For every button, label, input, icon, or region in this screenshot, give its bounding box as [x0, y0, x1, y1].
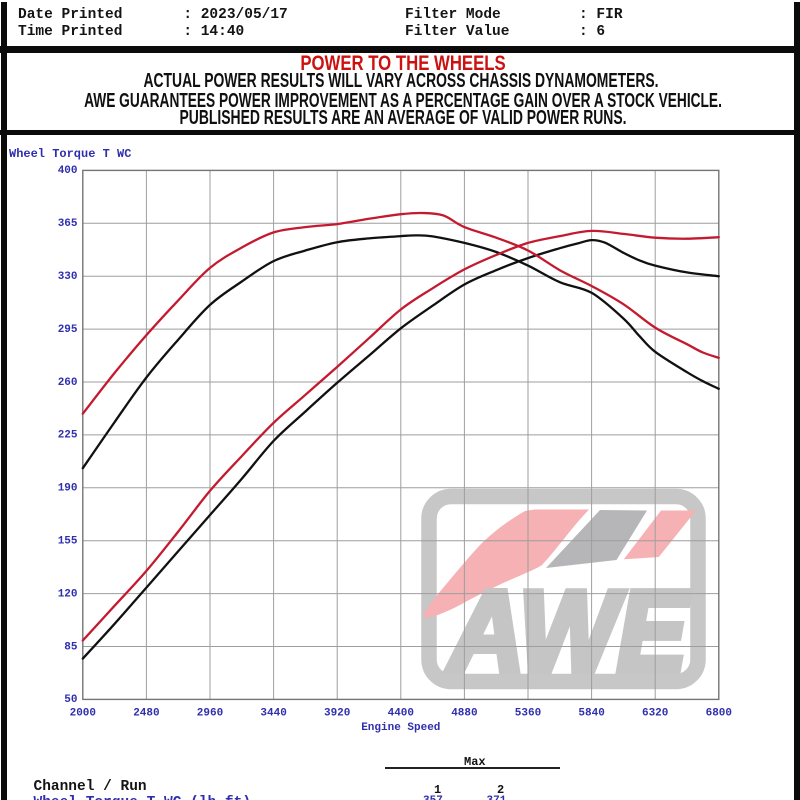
svg-text:5840: 5840 [578, 708, 604, 720]
svg-text:260: 260 [58, 377, 78, 389]
svg-text:AWE: AWE [446, 568, 690, 696]
svg-text:295: 295 [58, 324, 78, 336]
svg-text:50: 50 [64, 694, 77, 706]
svg-text:4400: 4400 [388, 708, 414, 720]
svg-text:4880: 4880 [451, 708, 477, 720]
svg-text:Wheel Torque T WC: Wheel Torque T WC [9, 147, 131, 161]
svg-text:2480: 2480 [133, 708, 159, 720]
svg-text:85: 85 [64, 641, 78, 653]
svg-text:2000: 2000 [70, 708, 96, 720]
svg-text:120: 120 [58, 588, 78, 600]
svg-text:5360: 5360 [515, 708, 541, 720]
svg-text:365: 365 [58, 218, 78, 230]
svg-text:190: 190 [58, 483, 78, 495]
svg-text:6320: 6320 [642, 708, 668, 720]
svg-text:3920: 3920 [324, 708, 350, 720]
svg-text:225: 225 [58, 430, 78, 442]
svg-text:155: 155 [58, 536, 78, 548]
svg-text:400: 400 [58, 165, 78, 177]
svg-text:330: 330 [58, 271, 78, 283]
svg-text:6800: 6800 [706, 708, 732, 720]
svg-text:Engine Speed: Engine Speed [361, 722, 440, 734]
svg-text:3440: 3440 [260, 708, 286, 720]
svg-text:2960: 2960 [197, 708, 223, 720]
